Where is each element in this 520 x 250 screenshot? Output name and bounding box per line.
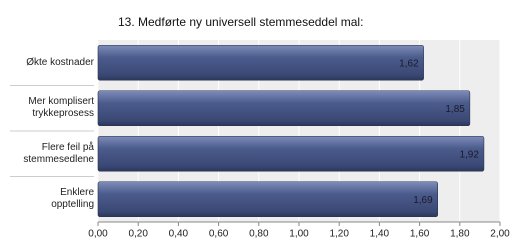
category-label: Økte kostnader [26, 56, 94, 68]
x-tick-label: 2,00 [490, 229, 510, 240]
x-tick-label: 1,00 [289, 229, 309, 240]
value-label: 1,62 [399, 58, 419, 69]
x-tick-label: 1,20 [329, 229, 349, 240]
x-tick-label: 1,60 [410, 229, 430, 240]
x-tick-label: 0,20 [128, 229, 148, 240]
x-tick-label: 0,00 [88, 229, 108, 240]
bar [97, 90, 471, 127]
category-label: Mer komplisert trykkeprosess [28, 96, 94, 120]
bar [97, 135, 485, 172]
category-label: Flere feil på stemmesedlene [23, 141, 94, 165]
value-label: 1,85 [445, 104, 465, 115]
x-tick-label: 1,80 [450, 229, 470, 240]
x-tick-label: 0,60 [209, 229, 229, 240]
x-tick-label: 0,40 [169, 229, 189, 240]
x-tick-label: 1,40 [370, 229, 390, 240]
category-label: Enklere opptelling [51, 187, 94, 211]
bar [97, 181, 438, 218]
value-label: 1,69 [413, 195, 433, 206]
chart-title: 13. Medførte ny universell stemmeseddel … [118, 15, 364, 29]
x-tick-label: 0,80 [249, 229, 269, 240]
value-label: 1,92 [459, 149, 479, 160]
bar [97, 44, 424, 81]
